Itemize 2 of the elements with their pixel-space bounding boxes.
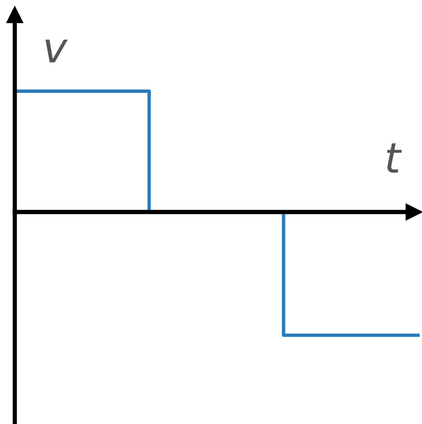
y-axis-title: v	[46, 40, 68, 62]
x-axis-title: t	[386, 143, 402, 173]
